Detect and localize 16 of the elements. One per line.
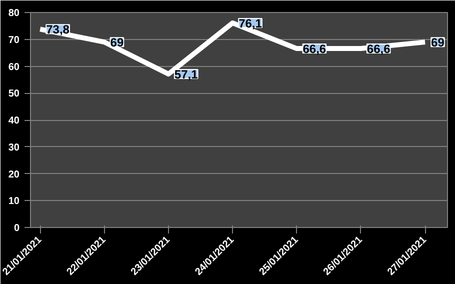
data-label: 66,6 [302,42,326,56]
y-tick-label: 40 [8,116,20,126]
data-label: 73,8 [46,22,70,37]
y-tick-label: 30 [8,142,20,154]
y-tick-label: 60 [8,62,20,73]
data-label: 69 [431,36,445,50]
y-tick-label: 80 [8,8,20,19]
y-tick-label: 70 [8,34,20,46]
y-tick-label: 10 [8,196,20,208]
y-tick-label: 20 [8,169,20,180]
data-label: 69 [110,36,124,50]
data-label: 76,1 [238,16,262,30]
y-tick-label: 0 [14,223,20,234]
y-tick-label: 50 [8,88,20,100]
data-label: 66,6 [366,42,391,56]
data-label: 57,1 [174,68,198,82]
